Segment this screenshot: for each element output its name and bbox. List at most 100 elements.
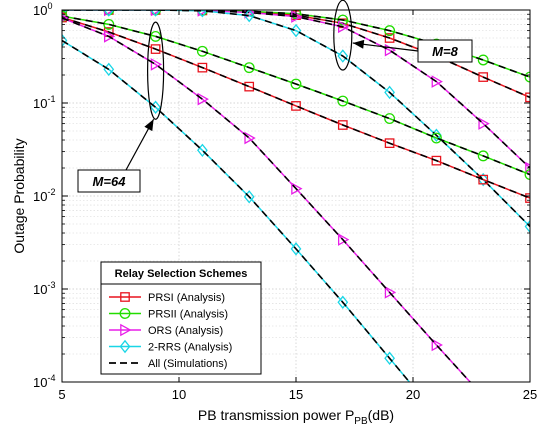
data-point-ors-m8 — [478, 117, 490, 130]
x-tick-label: 15 — [289, 387, 303, 402]
x-tick-label: 25 — [523, 387, 537, 402]
y-tick-label-base: 10 — [33, 3, 47, 18]
data-point-prsii-m8 — [477, 54, 489, 66]
legend-label: 2-RRS (Analysis) — [148, 342, 232, 354]
y-tick-label-exponent: -2 — [47, 187, 55, 197]
m64-label-box — [77, 169, 141, 193]
simulation-line-ors-m8 — [62, 10, 530, 169]
data-point-ors-m8 — [337, 20, 350, 34]
m64-arrow — [125, 118, 155, 171]
legend-entry-prsi-analysis: PRSI (Analysis) — [109, 292, 225, 304]
legend-label: PRSII (Analysis) — [148, 309, 228, 321]
y-tick-label: 10-3 — [33, 280, 55, 297]
data-point-ors-m8 — [525, 161, 530, 175]
data-point-prsi-m64 — [337, 120, 348, 130]
data-point-2-rrs-m64 — [62, 33, 68, 48]
data-point-prsii-m64 — [290, 78, 302, 90]
legend-label: ORS (Analysis) — [148, 325, 223, 337]
m64-ellipse — [147, 21, 165, 120]
data-point-prsi-m8 — [478, 72, 489, 82]
m8-arrow-head — [352, 39, 365, 49]
legend-label: All (Simulations) — [148, 358, 227, 370]
data-point-ors-m64 — [337, 233, 350, 246]
data-point-2-rrs-m64 — [290, 242, 302, 256]
m64-label-text: M=64 — [93, 174, 127, 189]
data-point-2-rrs-m64 — [384, 351, 395, 366]
legend-entry-2-rrs-analysis: 2-RRS (Analysis) — [109, 339, 232, 354]
data-point-ors-m8 — [62, 10, 69, 14]
x-axis-label-main: PB transmission power P — [198, 407, 354, 423]
legend-swatch-marker — [119, 308, 131, 319]
series-ors-m64 — [62, 14, 472, 382]
x-tick-label: 5 — [58, 387, 65, 402]
data-point-ors-m64 — [62, 14, 69, 22]
data-point-prsii-m8 — [384, 25, 396, 37]
x-axis-label: PB transmission power PPB(dB) — [198, 407, 394, 427]
data-point-ors-m64 — [103, 30, 116, 43]
data-point-2-rrs-m8 — [384, 85, 395, 100]
data-point-2-rrs-m8 — [150, 10, 161, 17]
data-point-2-rrs-m8 — [290, 23, 302, 38]
y-tick-label: 10-4 — [33, 373, 55, 390]
data-point-prsi-m64 — [244, 81, 255, 92]
x-tick-label: 20 — [406, 387, 420, 402]
legend: Relay Selection Schemes PRSI (Analysis) PR… — [100, 261, 262, 375]
data-point-ors-m64 — [291, 182, 303, 195]
legend-swatch-marker — [120, 323, 132, 337]
y-tick-label-base: 10 — [33, 189, 47, 204]
m64-arrow-head — [144, 119, 154, 132]
y-tick-label-base: 10 — [33, 375, 47, 390]
annotations: M=8 M=64 — [77, 0, 473, 193]
data-point-ors-m64 — [197, 92, 209, 106]
x-axis-label-subscript: PB — [354, 416, 368, 427]
y-tick-label-base: 10 — [33, 282, 47, 297]
y-tick-label: 10-2 — [33, 187, 55, 204]
data-point-prsii-m64 — [150, 30, 162, 42]
y-tick-label: 100 — [33, 1, 52, 18]
simulation-line-2-rrs-m8 — [62, 10, 530, 228]
y-tick-label-exponent: 0 — [47, 1, 52, 11]
data-point-2-rrs-m8 — [337, 49, 349, 63]
x-tick-label: 10 — [172, 387, 186, 402]
data-point-2-rrs-m8 — [243, 10, 255, 23]
data-point-prsi-m64 — [197, 62, 208, 73]
data-point-prsii-m64 — [337, 95, 349, 107]
data-point-prsi-m64 — [384, 138, 395, 149]
series-line-prsi-m64 — [62, 16, 530, 199]
simulation-line-ors-m64 — [62, 17, 472, 382]
data-point-ors-m64 — [244, 131, 256, 145]
legend-title: Relay Selection Schemes — [115, 268, 248, 280]
y-tick-label-exponent: -1 — [47, 94, 55, 104]
data-point-prsii-m64 — [477, 150, 489, 162]
series-prsii-m64 — [62, 10, 530, 181]
data-point-prsii-m64 — [243, 62, 255, 74]
data-point-prsii-m64 — [196, 45, 208, 57]
data-point-prsii-m64 — [430, 132, 442, 144]
simulation-line-prsii-m64 — [62, 15, 530, 176]
x-axis-label-unit: (dB) — [368, 407, 394, 423]
data-point-ors-m64 — [431, 338, 443, 352]
y-tick-label-exponent: -3 — [47, 280, 55, 290]
legend-label: PRSI (Analysis) — [148, 292, 225, 304]
data-point-prsii-m64 — [384, 113, 396, 125]
data-point-prsi-m64 — [291, 101, 301, 111]
data-point-ors-m64 — [150, 58, 163, 71]
legend-entry-all-simulations: All (Simulations) — [109, 358, 227, 370]
data-point-2-rrs-m64 — [337, 295, 349, 310]
data-point-prsi-m64 — [431, 155, 442, 166]
y-tick-label-base: 10 — [33, 96, 47, 111]
legend-entry-ors-analysis: ORS (Analysis) — [109, 323, 223, 337]
data-point-prsii-m8 — [524, 71, 530, 83]
y-axis-label: Outage Probability — [11, 138, 27, 253]
legend-entry-prsii-analysis: PRSII (Analysis) — [109, 308, 228, 321]
data-point-prsii-m64 — [524, 169, 530, 181]
series-layer — [62, 10, 530, 382]
simulation-line-2-rrs-m64 — [62, 39, 411, 382]
data-point-2-rrs-m8 — [197, 10, 208, 18]
data-point-ors-m8 — [103, 10, 116, 17]
simulation-line-prsi-m8 — [62, 10, 530, 99]
data-point-ors-m8 — [150, 10, 163, 17]
data-point-ors-m64 — [384, 286, 397, 299]
